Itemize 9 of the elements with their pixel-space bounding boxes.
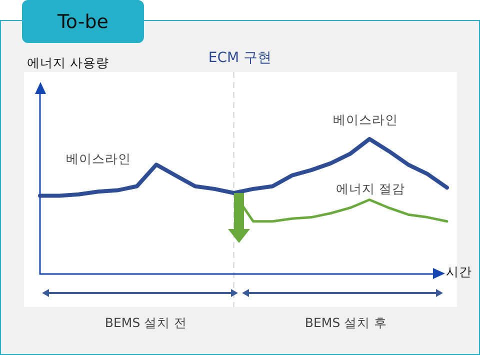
text: BEMS 설치 전: [104, 315, 188, 332]
annotation: 베이스라인: [66, 151, 131, 168]
chart-title: To-be: [22, 0, 144, 43]
text: 에너지 사용량: [27, 55, 109, 72]
series-label: 베이스라인: [333, 112, 398, 129]
text: ECM 구현: [208, 49, 272, 67]
text: BEMS 설치 후: [304, 315, 388, 332]
series-label: 에너지 절감: [336, 181, 405, 198]
x-axis-title: 시간: [446, 264, 472, 281]
